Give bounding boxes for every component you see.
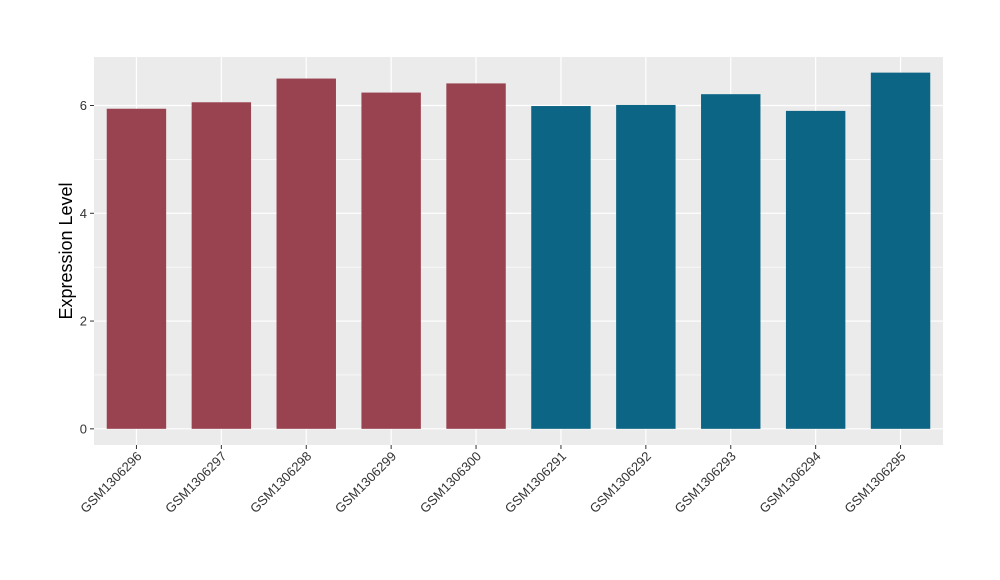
x-tick-label: GSM1306292 [587,449,654,516]
bar [361,92,421,429]
bar [106,108,167,429]
bar [785,110,846,429]
bars [106,72,931,429]
y-axis: 0 2 4 6 [80,98,94,436]
x-tick-label: GSM1306291 [502,449,569,516]
bar [870,72,931,429]
y-tick-label: 6 [80,98,87,113]
x-tick-label: GSM1306295 [841,449,908,516]
bar [191,102,252,429]
y-tick-label: 4 [80,206,87,221]
x-tick-label: GSM1306300 [417,449,484,516]
bar [276,78,336,429]
bar [446,83,506,429]
y-tick-label: 0 [80,421,87,436]
bar [531,106,591,429]
x-tick-label: GSM1306294 [756,449,823,516]
y-axis-title: Expression Level [56,182,76,319]
bar [701,94,761,429]
x-axis: GSM1306296 GSM1306297 GSM1306298 GSM1306299… [77,445,909,516]
x-tick-label: GSM1306296 [77,449,144,516]
x-tick-label: GSM1306297 [162,449,229,516]
y-tick-label: 2 [80,314,87,329]
x-tick-label: GSM1306299 [332,449,399,516]
bar [616,104,676,429]
x-tick-label: GSM1306293 [672,449,739,516]
x-tick-label: GSM1306298 [247,449,314,516]
